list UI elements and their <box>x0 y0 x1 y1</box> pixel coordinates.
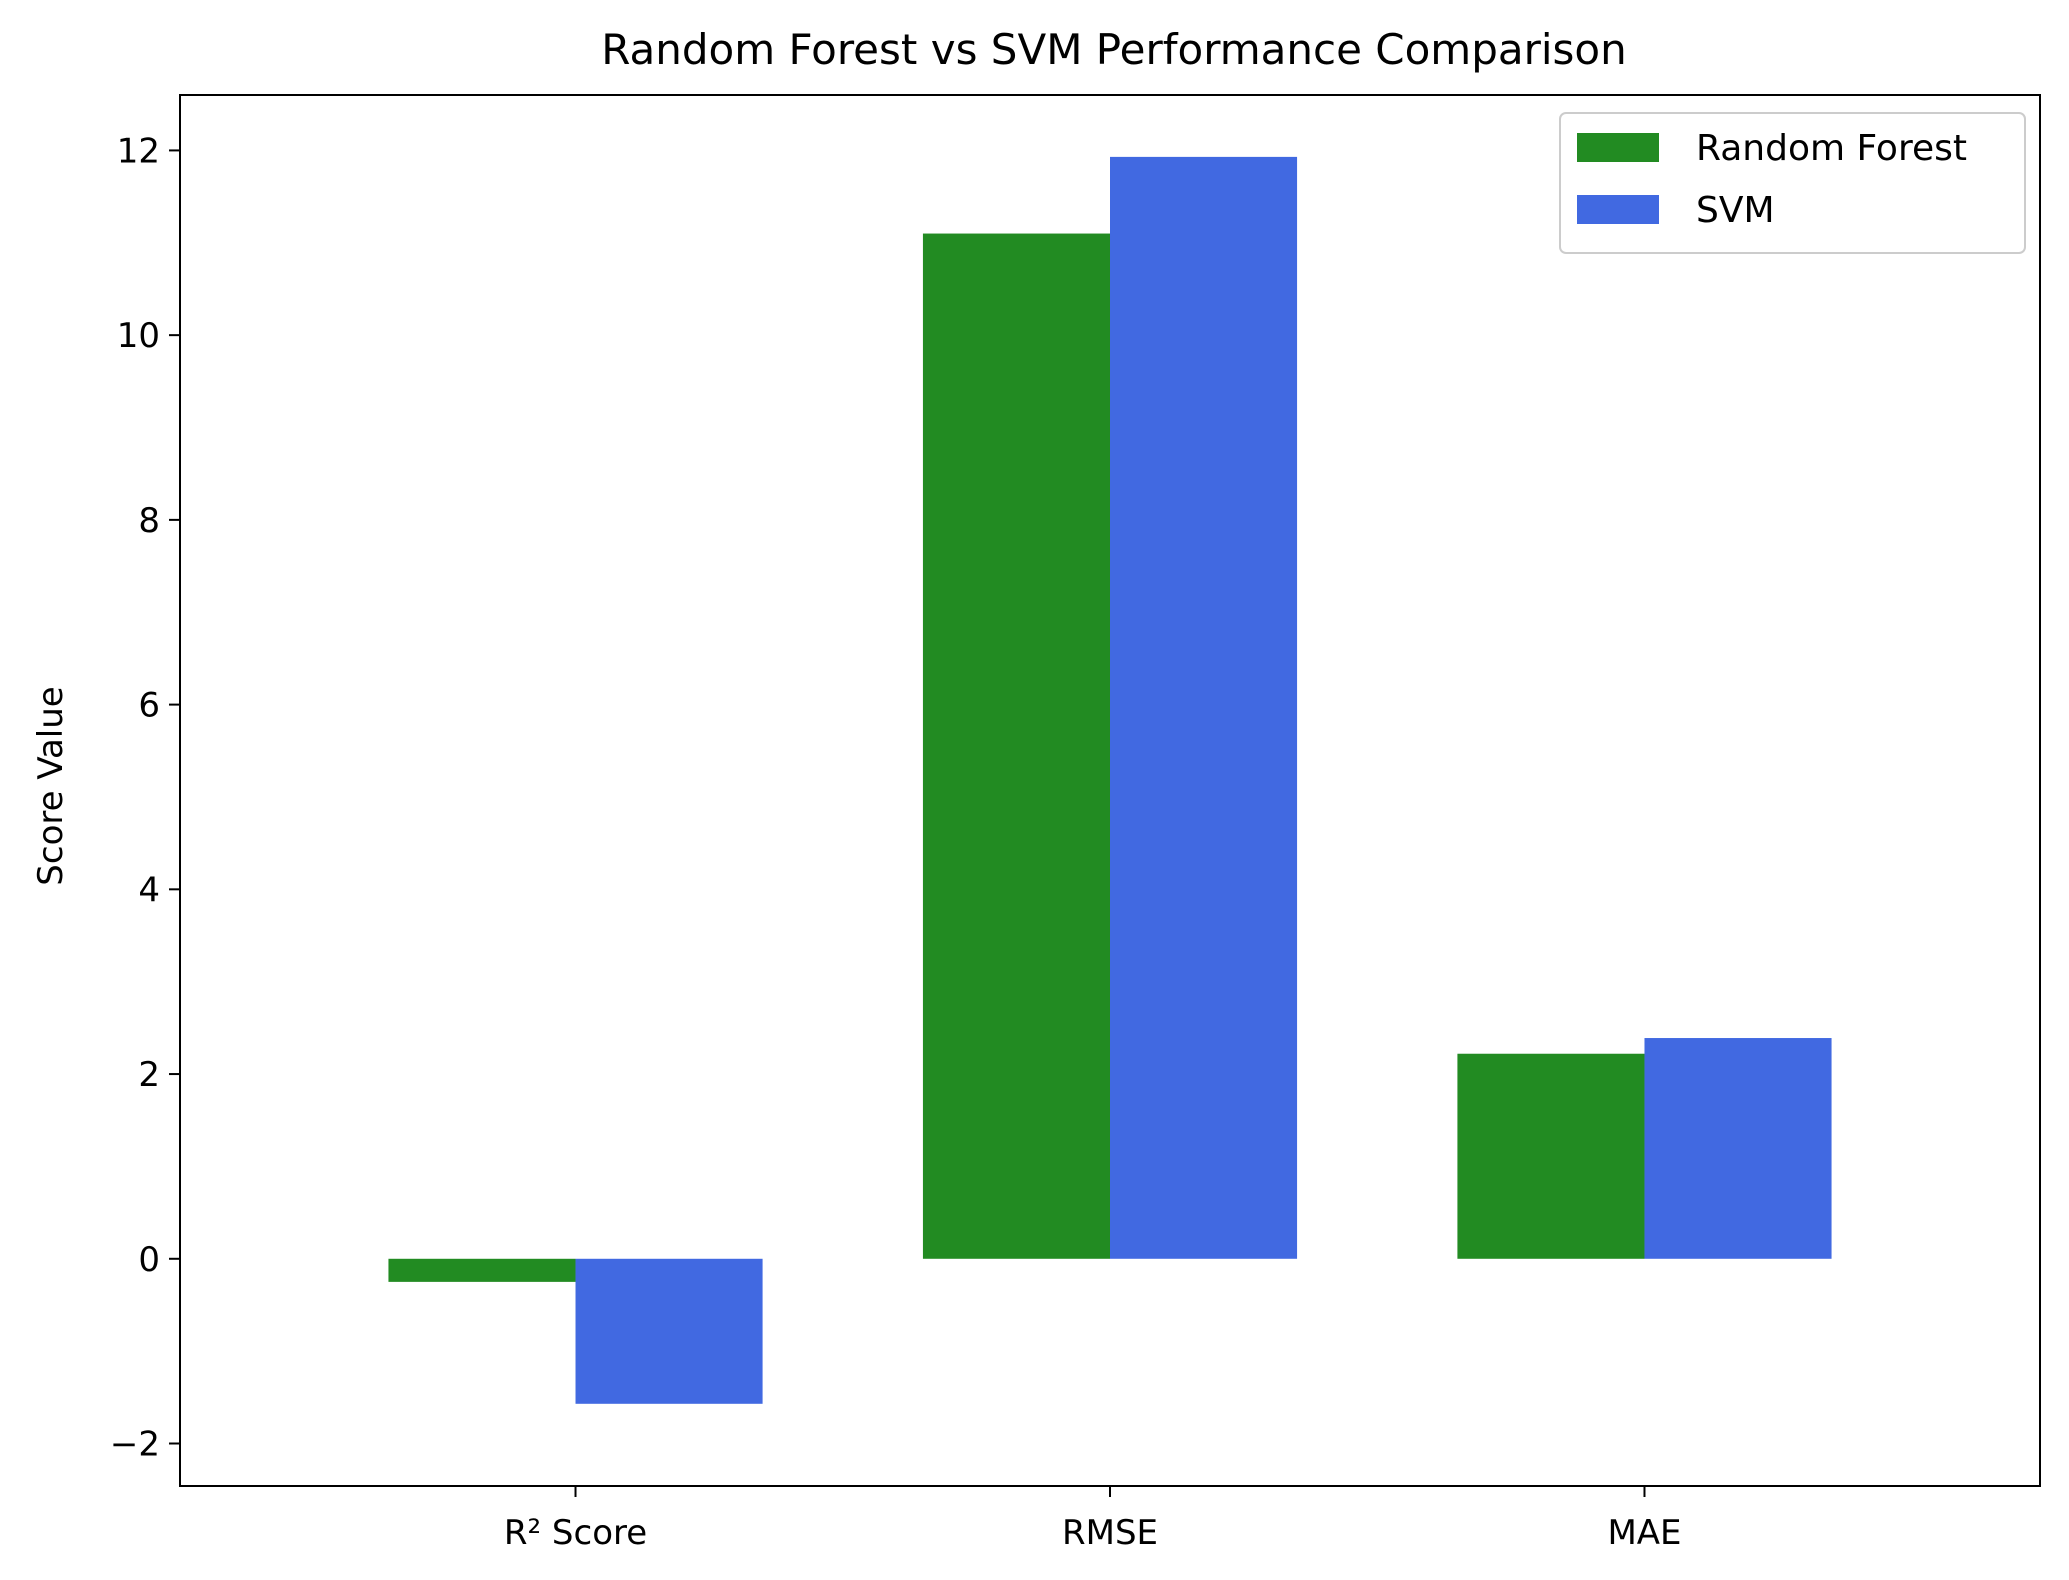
y-tick-label: 0 <box>138 1240 160 1280</box>
x-tick-label: R² Score <box>504 1513 647 1553</box>
bar-random-forest-0 <box>388 1258 576 1282</box>
chart-title: Random Forest vs SVM Performance Compari… <box>601 25 1627 74</box>
y-tick-label: 6 <box>138 686 160 726</box>
bar-random-forest-2 <box>1457 1053 1645 1259</box>
legend-label-svm: SVM <box>1696 190 1775 231</box>
y-tick-label: 2 <box>138 1055 160 1095</box>
y-tick-label: 4 <box>138 870 160 910</box>
bar-svm-1 <box>1110 156 1298 1259</box>
bar-random-forest-1 <box>922 233 1110 1259</box>
legend-box <box>1559 112 2026 254</box>
y-tick-label: −2 <box>110 1425 160 1465</box>
y-tick-label: 8 <box>138 501 160 541</box>
x-tick-label: RMSE <box>1062 1513 1158 1553</box>
y-axis-label: Score Value <box>31 686 71 885</box>
legend: Random Forest SVM <box>1559 112 2026 254</box>
legend-swatch-svm <box>1577 195 1659 224</box>
legend-label-random-forest: Random Forest <box>1696 128 1967 169</box>
y-tick-label: 10 <box>117 316 160 356</box>
bar-svm-0 <box>575 1258 763 1404</box>
plot-area: −2 0 2 4 6 8 10 12 R² Score RMSE MAE <box>110 94 2041 1553</box>
legend-swatch-random-forest <box>1577 133 1659 162</box>
y-tick-label: 12 <box>117 131 160 171</box>
x-tick-label: MAE <box>1607 1513 1681 1553</box>
bar-svm-2 <box>1644 1038 1832 1259</box>
